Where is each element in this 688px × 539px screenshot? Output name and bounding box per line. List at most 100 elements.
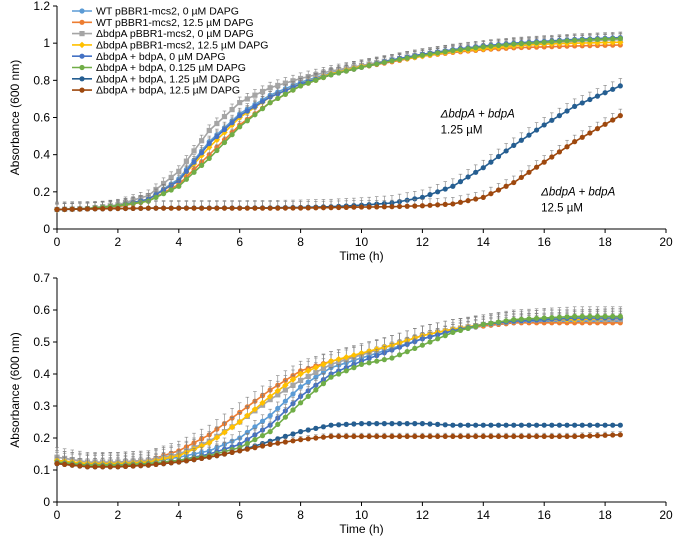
data-point xyxy=(457,327,464,333)
data-point xyxy=(221,429,228,436)
data-point xyxy=(252,205,258,211)
data-point xyxy=(617,35,623,42)
data-point xyxy=(396,203,403,210)
data-point xyxy=(199,138,205,144)
data-point xyxy=(602,121,608,127)
data-point xyxy=(412,433,418,439)
annotation-1: ΔbdpA + bdpA 12.5 µM xyxy=(540,187,615,215)
data-point xyxy=(617,313,623,319)
data-point xyxy=(282,439,288,445)
data-point xyxy=(138,205,144,211)
data-point xyxy=(556,433,563,439)
data-point xyxy=(374,204,380,210)
data-point xyxy=(282,382,289,389)
data-point xyxy=(221,139,228,146)
data-point xyxy=(176,205,182,211)
data-point xyxy=(145,462,151,468)
data-point xyxy=(92,464,98,470)
data-point xyxy=(328,422,334,428)
data-point xyxy=(343,368,349,374)
data-point xyxy=(343,68,349,74)
data-point xyxy=(328,361,334,367)
data-point xyxy=(221,205,228,211)
data-point xyxy=(221,126,228,133)
data-point xyxy=(290,205,296,211)
data-point xyxy=(427,433,433,439)
data-point xyxy=(282,91,288,97)
data-point xyxy=(183,458,190,464)
data-point xyxy=(556,38,563,44)
data-point xyxy=(389,355,395,361)
data-point xyxy=(229,107,235,113)
data-point xyxy=(511,41,517,47)
data-point xyxy=(435,189,441,195)
data-point xyxy=(107,206,113,212)
data-point xyxy=(305,80,311,86)
data-point xyxy=(290,78,296,84)
data-point xyxy=(495,433,502,439)
data-point xyxy=(518,174,524,181)
data-point xyxy=(374,421,380,427)
data-point xyxy=(237,100,243,106)
data-point xyxy=(305,436,311,442)
data-point xyxy=(389,204,395,210)
data-point xyxy=(412,345,418,351)
data-point xyxy=(480,165,486,171)
data-point xyxy=(435,421,441,427)
data-point xyxy=(229,132,235,138)
data-point xyxy=(450,422,456,428)
data-point xyxy=(404,55,410,61)
data-point xyxy=(266,393,274,400)
data-point xyxy=(252,437,258,443)
data-point xyxy=(419,52,425,58)
series-4 xyxy=(54,311,623,468)
data-point xyxy=(366,204,372,210)
data-point xyxy=(495,422,502,428)
x-tick-label: 18 xyxy=(598,508,612,522)
legend-marker xyxy=(79,76,85,82)
data-point xyxy=(480,422,486,428)
x-tick-label: 16 xyxy=(538,235,552,249)
data-point xyxy=(366,433,372,439)
legend-marker xyxy=(79,19,85,25)
legend-marker xyxy=(79,64,85,71)
data-point xyxy=(473,323,479,329)
data-point xyxy=(404,421,410,427)
data-point xyxy=(495,319,502,325)
x-tick-label: 6 xyxy=(236,508,243,522)
data-point xyxy=(533,422,540,428)
data-point xyxy=(343,433,349,439)
data-point xyxy=(327,358,335,365)
data-point xyxy=(198,442,205,450)
data-point xyxy=(252,103,258,109)
x-tick-label: 12 xyxy=(416,508,430,522)
data-point xyxy=(579,313,585,319)
y-tick-label: 0.2 xyxy=(33,431,50,445)
data-point xyxy=(473,196,479,202)
data-point xyxy=(176,168,182,174)
data-point xyxy=(298,377,304,383)
data-point xyxy=(610,422,616,428)
data-point xyxy=(404,433,410,439)
data-point xyxy=(480,44,486,50)
data-point xyxy=(556,113,563,119)
data-point xyxy=(282,414,288,420)
data-point xyxy=(305,367,312,374)
data-point xyxy=(358,433,365,439)
data-point xyxy=(602,90,608,96)
data-point xyxy=(457,422,464,428)
data-point xyxy=(351,66,357,72)
x-tick-label: 0 xyxy=(54,508,61,522)
data-point xyxy=(290,431,296,437)
data-point xyxy=(199,150,205,156)
data-point xyxy=(328,72,334,78)
data-point xyxy=(221,113,228,120)
data-point xyxy=(495,153,502,160)
data-point xyxy=(381,204,387,210)
data-point xyxy=(259,418,266,424)
data-point xyxy=(168,187,174,193)
data-point xyxy=(610,432,616,438)
data-point xyxy=(374,61,380,67)
data-point xyxy=(549,39,555,45)
data-point xyxy=(351,365,357,371)
